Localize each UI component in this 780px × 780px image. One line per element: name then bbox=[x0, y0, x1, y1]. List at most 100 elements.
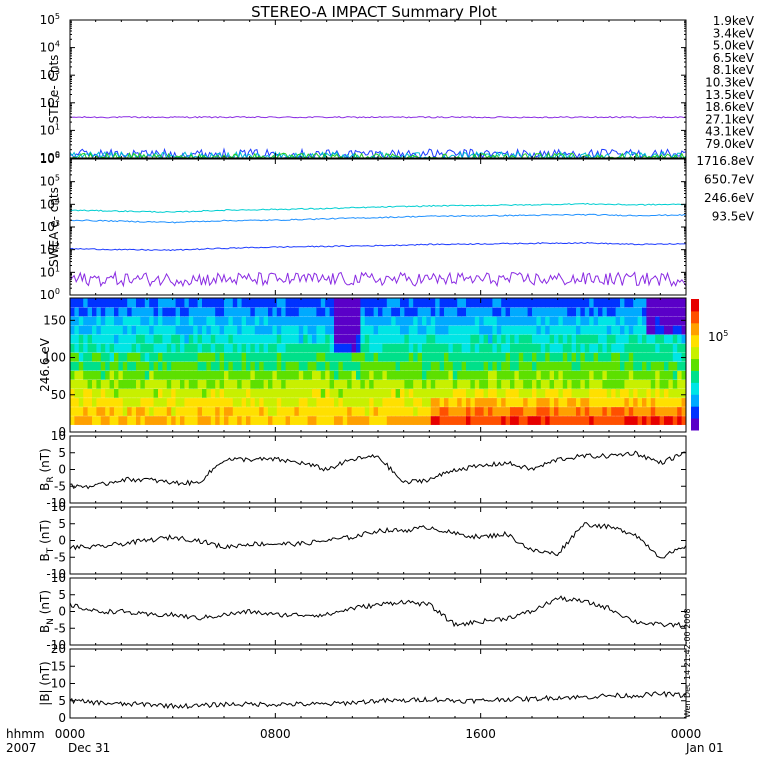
heatmap-cell bbox=[131, 334, 137, 344]
heatmap-cell bbox=[505, 416, 511, 425]
heatmap-cell bbox=[364, 361, 370, 371]
heatmap-cell bbox=[351, 407, 357, 416]
heatmap-cell bbox=[615, 389, 621, 398]
heatmap-cell bbox=[162, 361, 168, 371]
heatmap-cell bbox=[294, 361, 300, 371]
colorbar-segment bbox=[691, 346, 699, 360]
heatmap-cell bbox=[96, 416, 102, 425]
heatmap-cell bbox=[334, 370, 339, 380]
heatmap-cell bbox=[514, 370, 520, 380]
heatmap-cell bbox=[567, 298, 572, 308]
heatmap-cell bbox=[470, 407, 476, 416]
heatmap-cell bbox=[78, 389, 84, 398]
heatmap-cell bbox=[342, 407, 348, 416]
heatmap-cell bbox=[175, 298, 181, 308]
heatmap-cell bbox=[518, 370, 524, 380]
heatmap-cell bbox=[488, 379, 493, 389]
heatmap-cell bbox=[254, 343, 260, 353]
heatmap-cell bbox=[281, 407, 286, 416]
heatmap-cell bbox=[664, 379, 669, 389]
heatmap-cell bbox=[496, 343, 502, 353]
heatmap-cell bbox=[496, 352, 502, 362]
heatmap-cell bbox=[523, 370, 528, 380]
heatmap-cell bbox=[378, 298, 383, 308]
heatmap-cell bbox=[237, 334, 242, 344]
y-tick-label: 10 bbox=[51, 677, 66, 691]
heatmap-cell bbox=[114, 298, 119, 308]
heatmap-cell bbox=[276, 398, 282, 407]
heatmap-cell bbox=[347, 416, 352, 425]
heatmap-cell bbox=[606, 407, 612, 416]
heatmap-cell bbox=[615, 298, 621, 308]
heatmap-cell bbox=[439, 316, 445, 326]
heatmap-cell bbox=[510, 361, 515, 371]
heatmap-cell bbox=[254, 325, 260, 335]
heatmap-cell bbox=[351, 361, 357, 371]
heatmap-cell bbox=[268, 361, 273, 371]
heatmap-cell bbox=[149, 416, 154, 425]
heatmap-cell bbox=[562, 334, 568, 344]
heatmap-cell bbox=[140, 334, 146, 344]
heatmap-cell bbox=[351, 307, 357, 317]
heatmap-cell bbox=[439, 416, 445, 425]
heatmap-cell bbox=[580, 352, 586, 362]
heatmap-cell bbox=[382, 352, 388, 362]
heatmap-cell bbox=[215, 325, 220, 335]
heatmap-cell bbox=[584, 361, 590, 371]
heatmap-cell bbox=[228, 316, 234, 326]
heatmap-cell bbox=[681, 343, 687, 353]
heatmap-cell bbox=[523, 361, 528, 371]
heatmap-cell bbox=[118, 416, 124, 425]
heatmap-cell bbox=[228, 407, 234, 416]
heatmap-cell bbox=[100, 343, 106, 353]
heatmap-cell bbox=[118, 298, 124, 308]
heatmap-cell bbox=[188, 343, 194, 353]
panel-ste-frame bbox=[69, 19, 687, 159]
heatmap-cell bbox=[488, 307, 493, 317]
heatmap-cell bbox=[373, 307, 379, 317]
heatmap-cell bbox=[70, 316, 75, 326]
heatmap-cell bbox=[202, 325, 207, 335]
heatmap-cell bbox=[501, 325, 506, 335]
heatmap-cell bbox=[430, 352, 436, 362]
heatmap-cell bbox=[426, 352, 432, 362]
heatmap-cell bbox=[620, 325, 625, 335]
heatmap-cell bbox=[672, 407, 678, 416]
heatmap-cell bbox=[404, 325, 410, 335]
heatmap-cell bbox=[153, 298, 159, 308]
heatmap-cell bbox=[136, 352, 141, 362]
heatmap-cell bbox=[523, 389, 528, 398]
heatmap-cell bbox=[435, 389, 440, 398]
heatmap-cell bbox=[611, 398, 616, 407]
heatmap-cell bbox=[505, 307, 511, 317]
heatmap-cell bbox=[219, 325, 225, 335]
heatmap-cell bbox=[554, 334, 559, 344]
heatmap-cell bbox=[316, 325, 322, 335]
heatmap-cell bbox=[571, 416, 577, 425]
heatmap-cell bbox=[382, 416, 388, 425]
heatmap-cell bbox=[452, 334, 458, 344]
heatmap-cell bbox=[536, 307, 542, 317]
heatmap-cell bbox=[624, 325, 630, 335]
heatmap-cell bbox=[114, 325, 119, 335]
heatmap-cell bbox=[611, 307, 616, 317]
heatmap-cell bbox=[540, 416, 546, 425]
heatmap-cell bbox=[554, 361, 559, 371]
heatmap-cell bbox=[118, 334, 124, 344]
heatmap-cell bbox=[633, 389, 638, 398]
heatmap-cell bbox=[166, 398, 172, 407]
heatmap-cell bbox=[435, 352, 440, 362]
heatmap-cell bbox=[474, 416, 480, 425]
heatmap-cell bbox=[360, 361, 366, 371]
heatmap-cell bbox=[131, 361, 137, 371]
heatmap-cell bbox=[382, 298, 388, 308]
heatmap-cell bbox=[646, 416, 652, 425]
heatmap-cell bbox=[338, 343, 344, 353]
heatmap-cell bbox=[259, 379, 264, 389]
heatmap-cell bbox=[298, 398, 304, 407]
heatmap-cell bbox=[606, 389, 612, 398]
heatmap-cell bbox=[210, 379, 216, 389]
heatmap-cell bbox=[628, 389, 634, 398]
heatmap-cell bbox=[268, 379, 273, 389]
